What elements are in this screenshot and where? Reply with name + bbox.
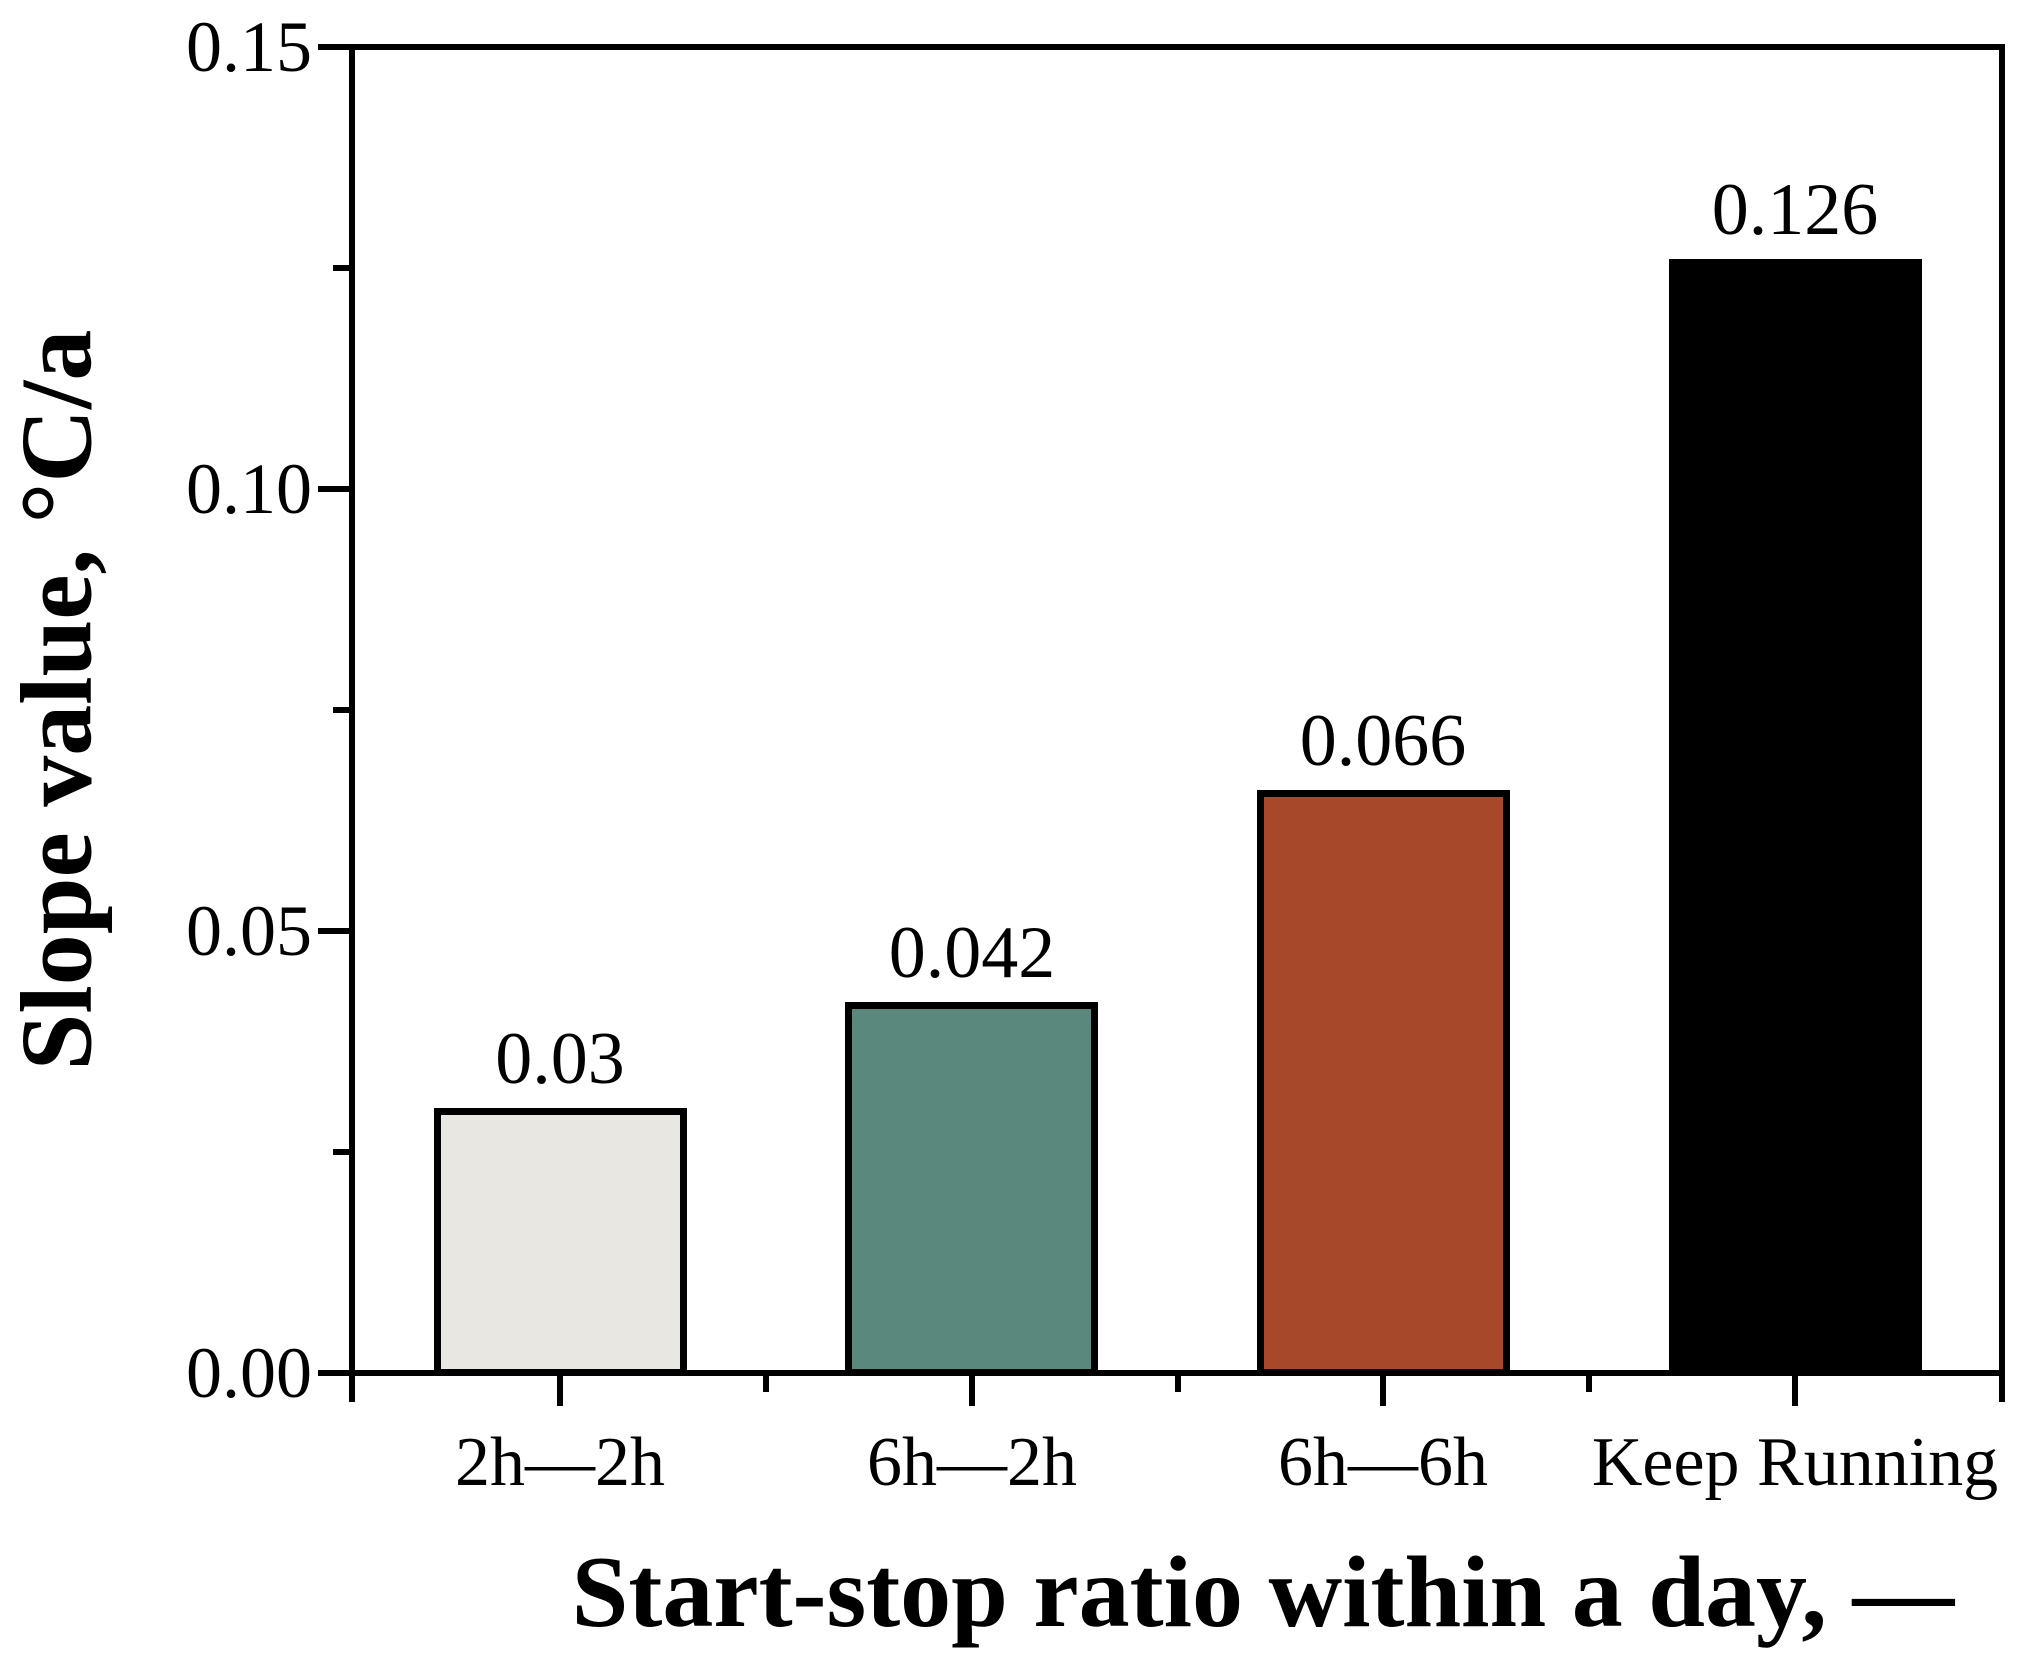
y-axis-major-tick bbox=[318, 928, 352, 934]
y-axis-title: Slope value, °C/a bbox=[0, 329, 114, 1071]
y-axis-major-tick bbox=[318, 1370, 352, 1376]
bar bbox=[845, 1002, 1098, 1376]
y-axis-major-tick bbox=[318, 486, 352, 492]
y-axis-minor-tick bbox=[333, 707, 352, 713]
x-axis-major-tick bbox=[1792, 1376, 1798, 1406]
x-axis-major-tick bbox=[557, 1376, 563, 1406]
y-axis-minor-tick bbox=[333, 1149, 352, 1155]
x-axis-major-tick bbox=[969, 1376, 975, 1406]
bar bbox=[434, 1108, 687, 1376]
bar-value-label: 0.03 bbox=[495, 1018, 625, 1100]
y-tick-label: 0.15 bbox=[186, 7, 312, 87]
x-axis-edge-tick bbox=[1999, 1376, 2005, 1402]
y-tick-label: 0.10 bbox=[186, 449, 312, 529]
x-axis-major-tick bbox=[1380, 1376, 1386, 1406]
y-axis-major-tick bbox=[318, 44, 352, 50]
bar bbox=[1257, 790, 1510, 1376]
x-axis-minor-tick bbox=[1175, 1376, 1181, 1392]
x-tick-label: 2h—2h bbox=[455, 1424, 665, 1501]
x-axis-title: Start-stop ratio within a day, — bbox=[571, 1536, 1955, 1649]
y-tick-label: 0.05 bbox=[186, 891, 312, 971]
bar-value-label: 0.126 bbox=[1711, 169, 1879, 251]
y-axis-minor-tick bbox=[333, 265, 352, 271]
plot-frame bbox=[349, 44, 2005, 1376]
y-tick-label: 0.00 bbox=[186, 1333, 312, 1413]
bar-value-label: 0.042 bbox=[888, 912, 1056, 994]
x-tick-label: 6h—2h bbox=[867, 1424, 1077, 1501]
bar-value-label: 0.066 bbox=[1299, 700, 1467, 782]
x-tick-label: Keep Running bbox=[1591, 1424, 1999, 1501]
x-tick-label: 6h—6h bbox=[1278, 1424, 1488, 1501]
x-axis-edge-tick bbox=[349, 1376, 355, 1402]
bar bbox=[1669, 259, 1922, 1376]
x-axis-minor-tick bbox=[1586, 1376, 1592, 1392]
x-axis-minor-tick bbox=[763, 1376, 769, 1392]
